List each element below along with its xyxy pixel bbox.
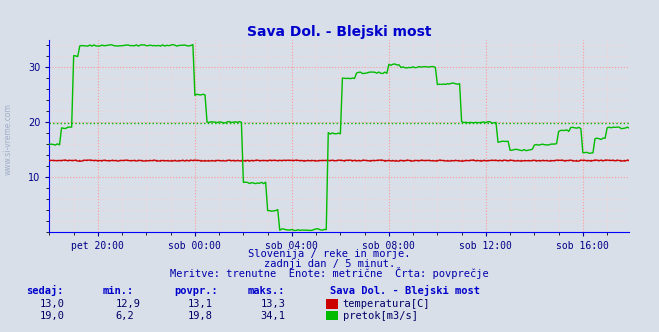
Title: Sava Dol. - Blejski most: Sava Dol. - Blejski most [247, 25, 432, 39]
Text: Sava Dol. - Blejski most: Sava Dol. - Blejski most [330, 285, 480, 296]
Text: www.si-vreme.com: www.si-vreme.com [3, 104, 13, 175]
Text: maks.:: maks.: [247, 286, 285, 296]
Text: 19,0: 19,0 [40, 311, 65, 321]
Text: min.:: min.: [102, 286, 133, 296]
Text: sedaj:: sedaj: [26, 285, 64, 296]
Text: 6,2: 6,2 [115, 311, 134, 321]
Text: 13,3: 13,3 [260, 299, 285, 309]
Text: 19,8: 19,8 [188, 311, 213, 321]
Text: 13,0: 13,0 [40, 299, 65, 309]
Text: temperatura[C]: temperatura[C] [343, 299, 430, 309]
Text: zadnji dan / 5 minut.: zadnji dan / 5 minut. [264, 259, 395, 269]
Text: povpr.:: povpr.: [175, 286, 218, 296]
Text: Slovenija / reke in morje.: Slovenija / reke in morje. [248, 249, 411, 259]
Text: 13,1: 13,1 [188, 299, 213, 309]
Text: Meritve: trenutne  Enote: metrične  Črta: povprečje: Meritve: trenutne Enote: metrične Črta: … [170, 267, 489, 279]
Text: 34,1: 34,1 [260, 311, 285, 321]
Text: 12,9: 12,9 [115, 299, 140, 309]
Text: pretok[m3/s]: pretok[m3/s] [343, 311, 418, 321]
